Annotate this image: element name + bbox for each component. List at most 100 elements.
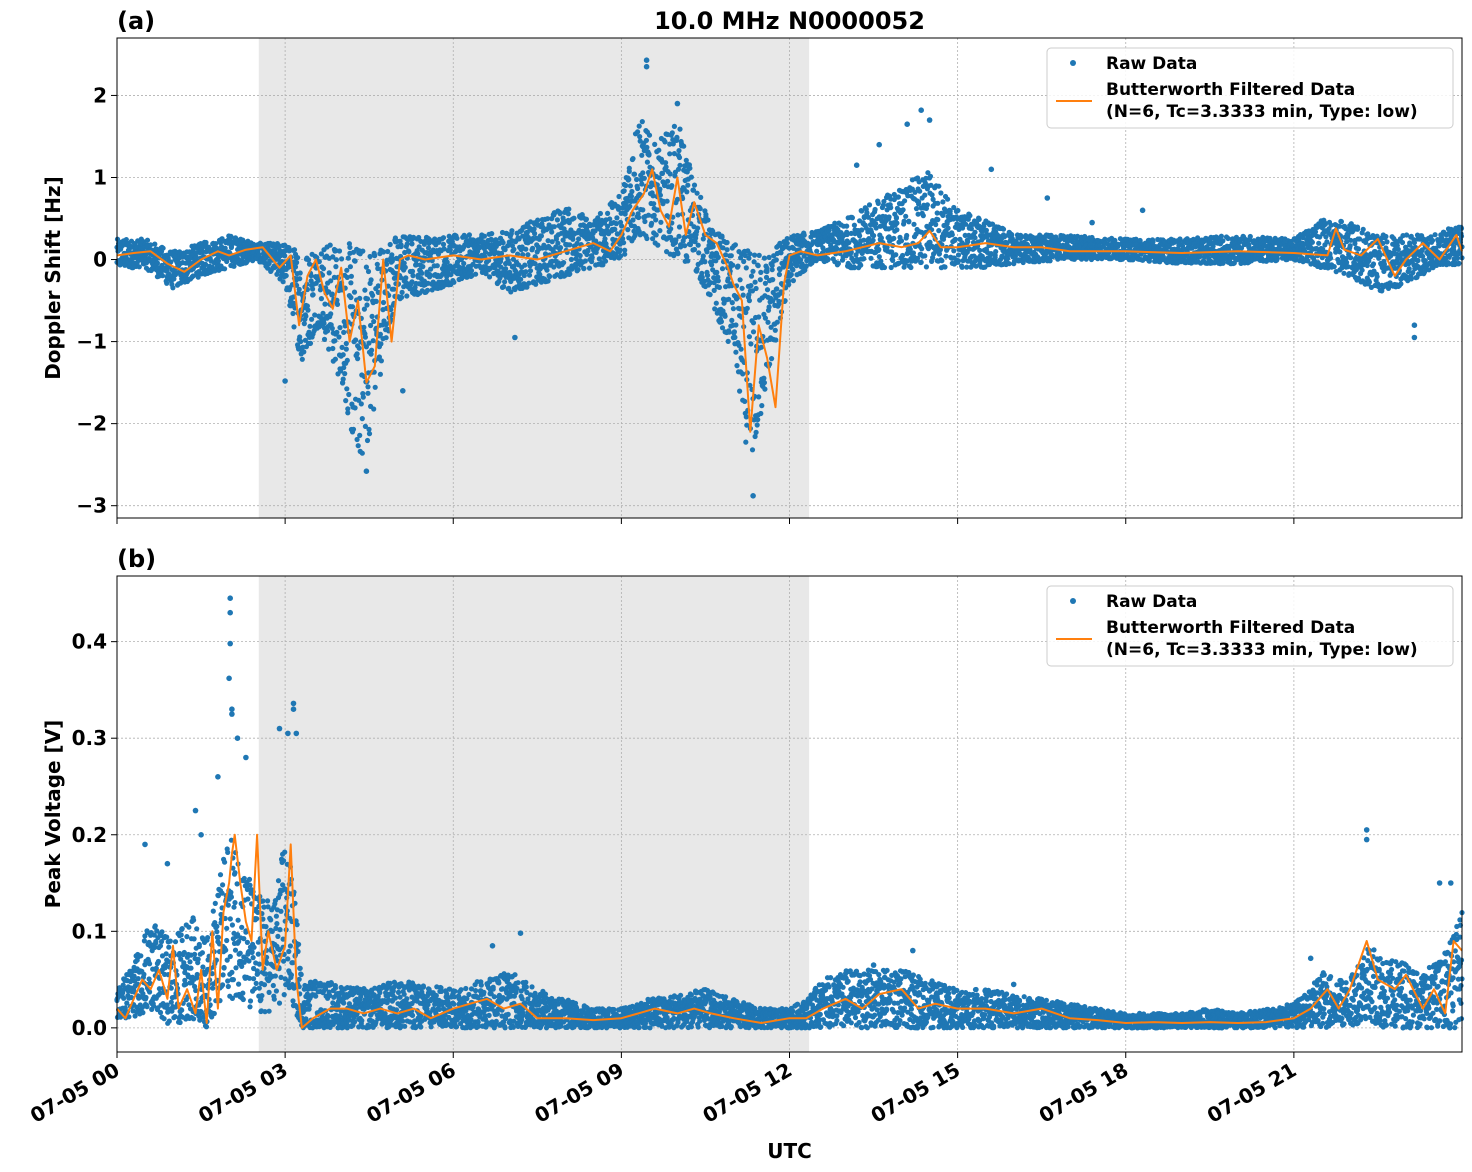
raw-data-point [774, 319, 780, 325]
raw-data-point [370, 338, 376, 344]
raw-data-point [696, 250, 702, 256]
raw-data-point [332, 338, 338, 344]
raw-data-point [704, 272, 711, 278]
raw-data-point [535, 217, 541, 223]
raw-data-point [748, 273, 755, 279]
raw-data-point [607, 216, 613, 222]
raw-data-point [627, 203, 633, 209]
raw-data-point [890, 257, 896, 263]
raw-data-point [640, 170, 646, 176]
raw-data-point [967, 213, 973, 219]
raw-data-point [691, 182, 698, 188]
raw-data-point [334, 329, 340, 335]
raw-data-point [612, 226, 618, 232]
raw-data-point [940, 199, 946, 205]
raw-data-point [694, 266, 700, 272]
raw-data-point [299, 356, 305, 362]
raw-data-point [348, 280, 354, 286]
raw-data-point [409, 241, 415, 247]
raw-data-point [726, 329, 732, 335]
raw-data-point [334, 301, 341, 307]
raw-data-point [415, 251, 421, 257]
raw-data-point [355, 356, 361, 362]
raw-data-point [656, 147, 662, 153]
raw-data-point [895, 194, 902, 200]
raw-data-point [744, 305, 750, 311]
raw-data-point [1328, 255, 1334, 261]
raw-data-point [630, 217, 636, 223]
raw-data-point [664, 198, 670, 204]
raw-data-point [378, 358, 384, 364]
raw-data-point [160, 245, 166, 251]
raw-data-point [576, 236, 582, 242]
raw-data-point [651, 201, 657, 207]
raw-data-point [646, 151, 652, 157]
raw-data-point [976, 216, 982, 222]
raw-data-point [297, 270, 303, 276]
raw-data-point [583, 216, 590, 222]
raw-data-point [348, 273, 354, 279]
raw-data-point [1247, 233, 1253, 240]
raw-data-point [566, 206, 572, 212]
raw-data-point [571, 215, 577, 221]
raw-data-point [623, 182, 629, 189]
raw-data-point [776, 271, 783, 278]
raw-data-point [421, 241, 427, 247]
raw-data-point [893, 252, 899, 258]
raw-data-point [1309, 239, 1315, 245]
raw-data-point [353, 337, 359, 343]
raw-data-point [635, 185, 641, 192]
raw-data-point [388, 307, 394, 313]
raw-data-point [468, 268, 475, 274]
raw-data-point [743, 265, 749, 271]
raw-data-point [320, 310, 326, 316]
raw-data-point [748, 341, 754, 347]
raw-data-point [525, 252, 531, 258]
raw-data-point [770, 277, 776, 283]
raw-data-point [345, 406, 351, 412]
raw-data-point [955, 207, 961, 214]
raw-data-point [374, 261, 380, 267]
raw-data-point [977, 247, 983, 253]
raw-data-point [282, 253, 288, 259]
raw-data-point [1337, 249, 1343, 255]
raw-data-point [849, 215, 856, 221]
raw-data-point [694, 190, 700, 196]
raw-data-point [344, 267, 350, 273]
raw-data-point [641, 175, 647, 181]
raw-data-point [330, 254, 336, 260]
raw-data-point [349, 304, 356, 310]
raw-data-point [582, 258, 588, 264]
raw-data-point [667, 171, 673, 177]
raw-data-point [740, 371, 746, 377]
raw-data-point [651, 212, 657, 218]
raw-data-point [919, 246, 925, 252]
raw-data-point [684, 189, 690, 195]
raw-data-point [719, 266, 726, 272]
raw-data-point [428, 266, 434, 272]
raw-data-point [360, 248, 366, 254]
raw-data-point [617, 247, 623, 253]
raw-data-point [759, 403, 765, 409]
raw-data-point [729, 317, 735, 323]
raw-data-point [1338, 219, 1344, 225]
raw-data-point [354, 351, 360, 357]
raw-data-point [424, 287, 431, 293]
raw-data-point [380, 249, 387, 255]
raw-data-point [728, 253, 734, 259]
raw-data-point [378, 341, 384, 347]
raw-data-point [195, 274, 201, 280]
raw-data-point [927, 173, 934, 179]
raw-data-point [337, 325, 343, 331]
raw-data-point [705, 217, 711, 223]
raw-data-point [165, 255, 171, 261]
raw-data-point [487, 274, 493, 280]
raw-data-point [748, 283, 754, 289]
raw-data-point [434, 263, 440, 269]
raw-data-point [330, 345, 336, 352]
raw-data-point [551, 224, 557, 230]
raw-data-point [677, 126, 683, 132]
raw-data-point [949, 232, 955, 238]
raw-data-point [1374, 274, 1380, 280]
raw-data-point [440, 241, 447, 247]
